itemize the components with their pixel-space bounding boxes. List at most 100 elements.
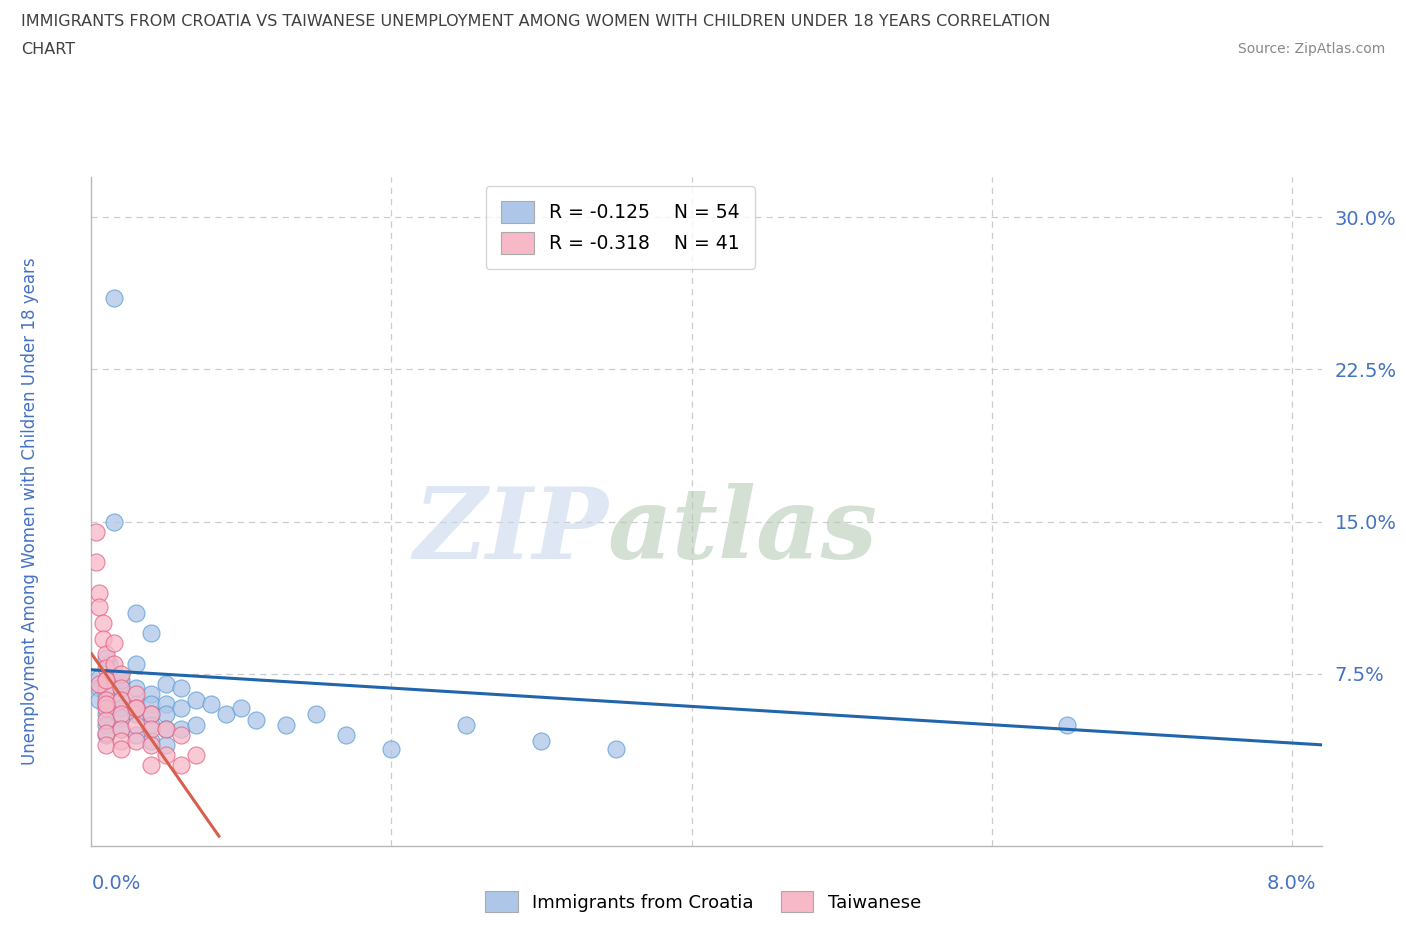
Point: [155, 721, 177, 736]
Point: [96, 672, 118, 687]
Point: [125, 734, 148, 749]
Point: [110, 681, 132, 696]
Text: Source: ZipAtlas.com: Source: ZipAtlas.com: [1237, 42, 1385, 56]
Point: [96, 725, 118, 740]
Point: [186, 748, 208, 763]
Point: [96, 672, 118, 687]
Point: [155, 721, 177, 736]
Point: [110, 693, 132, 708]
Point: [96, 707, 118, 722]
Text: Unemployment Among Women with Children Under 18 years: Unemployment Among Women with Children U…: [21, 258, 39, 765]
Point: [125, 727, 148, 742]
Point: [186, 717, 208, 732]
Point: [96, 686, 118, 701]
Point: [125, 697, 148, 711]
Point: [335, 727, 357, 742]
Point: [103, 291, 125, 306]
Point: [200, 697, 222, 711]
Point: [110, 676, 132, 691]
Text: IMMIGRANTS FROM CROATIA VS TAIWANESE UNEMPLOYMENT AMONG WOMEN WITH CHILDREN UNDE: IMMIGRANTS FROM CROATIA VS TAIWANESE UNE…: [21, 14, 1050, 29]
Point: [125, 605, 148, 620]
Point: [110, 672, 132, 687]
Point: [93, 631, 115, 646]
Point: [1056, 717, 1078, 732]
Point: [141, 707, 163, 722]
Point: [141, 626, 163, 641]
Point: [125, 701, 148, 716]
Point: [155, 697, 177, 711]
Point: [110, 711, 132, 726]
Point: [110, 701, 132, 716]
Point: [170, 701, 193, 716]
Point: [87, 585, 110, 600]
Point: [110, 667, 132, 682]
Point: [96, 697, 118, 711]
Point: [125, 657, 148, 671]
Point: [141, 737, 163, 752]
Point: [141, 686, 163, 701]
Point: [155, 737, 177, 752]
Point: [125, 707, 148, 722]
Point: [96, 701, 118, 716]
Point: [530, 734, 553, 749]
Point: [98, 657, 121, 671]
Legend: R = -0.125    N = 54, R = -0.318    N = 41: R = -0.125 N = 54, R = -0.318 N = 41: [485, 186, 755, 269]
Point: [155, 707, 177, 722]
Point: [96, 717, 118, 732]
Point: [87, 671, 110, 685]
Point: [231, 701, 253, 716]
Point: [170, 727, 193, 742]
Point: [456, 717, 478, 732]
Point: [141, 721, 163, 736]
Point: [186, 693, 208, 708]
Point: [96, 713, 118, 728]
Text: 8.0%: 8.0%: [1267, 874, 1316, 893]
Point: [96, 727, 118, 742]
Text: ZIP: ZIP: [413, 484, 607, 579]
Point: [87, 681, 110, 696]
Point: [110, 734, 132, 749]
Point: [110, 721, 132, 736]
Point: [245, 713, 267, 728]
Point: [215, 707, 238, 722]
Point: [84, 555, 107, 570]
Point: [125, 701, 148, 716]
Point: [87, 600, 110, 615]
Point: [110, 721, 132, 736]
Text: atlas: atlas: [607, 484, 879, 579]
Point: [155, 748, 177, 763]
Point: [103, 514, 125, 529]
Point: [141, 707, 163, 722]
Point: [141, 758, 163, 773]
Point: [96, 650, 118, 665]
Point: [110, 707, 132, 722]
Point: [141, 717, 163, 732]
Point: [96, 693, 118, 708]
Point: [96, 681, 118, 696]
Point: [96, 737, 118, 752]
Point: [87, 676, 110, 691]
Point: [125, 681, 148, 696]
Point: [125, 686, 148, 701]
Point: [155, 676, 177, 691]
Point: [110, 681, 132, 696]
Point: [110, 693, 132, 708]
Point: [141, 734, 163, 749]
Point: [103, 657, 125, 671]
Point: [96, 660, 118, 675]
Text: 0.0%: 0.0%: [91, 874, 141, 893]
Legend: Immigrants from Croatia, Taiwanese: Immigrants from Croatia, Taiwanese: [477, 882, 929, 921]
Point: [605, 741, 627, 756]
Point: [170, 721, 193, 736]
Point: [103, 636, 125, 651]
Point: [96, 697, 118, 711]
Point: [276, 717, 298, 732]
Point: [84, 525, 107, 539]
Point: [96, 672, 118, 687]
Point: [305, 707, 328, 722]
Text: CHART: CHART: [21, 42, 75, 57]
Point: [125, 717, 148, 732]
Point: [93, 616, 115, 631]
Point: [96, 646, 118, 661]
Point: [110, 741, 132, 756]
